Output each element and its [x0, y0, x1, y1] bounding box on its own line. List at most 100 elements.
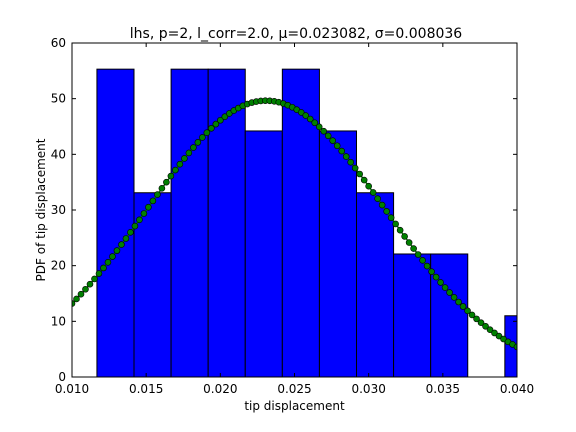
pdf-curve-point	[401, 233, 408, 240]
pdf-curve-point	[91, 275, 98, 283]
pdf-curve-point	[221, 113, 229, 120]
histogram-bar	[133, 192, 172, 377]
pdf-curve-point	[423, 262, 431, 270]
x-tick-label: 0.015	[129, 382, 163, 396]
histogram-bar	[430, 253, 469, 377]
pdf-curve-point	[347, 158, 354, 166]
pdf-curve-point	[513, 343, 517, 351]
pdf-curve-point	[396, 226, 404, 234]
pdf-curve-point	[378, 201, 386, 209]
pdf-curve-point	[482, 322, 489, 330]
pdf-curve-point	[410, 245, 417, 252]
pdf-curve-point	[167, 172, 175, 180]
histogram-bar	[96, 68, 135, 377]
pdf-curve-point	[338, 147, 346, 155]
pdf-curve-point	[387, 214, 395, 221]
chart-title: lhs, p=2, l_corr=2.0, μ=0.023082, σ=0.00…	[130, 26, 463, 42]
pdf-curve-point	[199, 134, 206, 141]
pdf-curve-point	[185, 149, 193, 157]
pdf-curve-layer	[72, 97, 517, 351]
pdf-curve-point	[149, 197, 157, 205]
pdf-curve-point	[405, 239, 413, 246]
x-axis: 0.010 0.015 0.020 0.025 0.030 0.035 0.040	[55, 43, 534, 396]
pdf-curve-point	[464, 307, 471, 315]
pdf-curve-point	[356, 170, 363, 178]
pdf-curve-point	[491, 329, 498, 337]
pdf-curve-point	[154, 191, 161, 198]
y-tick-label: 60	[51, 36, 66, 50]
x-tick-label: 0.010	[55, 382, 89, 396]
x-tick-label: 0.040	[500, 382, 534, 396]
pdf-curve-point	[109, 253, 116, 260]
pdf-curve-point	[302, 112, 310, 119]
y-axis-label: PDF of tip displacement	[34, 138, 48, 281]
histogram-bar	[244, 130, 283, 377]
pdf-curve-point	[163, 178, 170, 186]
pdf-curve-point	[324, 132, 332, 140]
pdf-curve-point	[432, 273, 440, 281]
x-axis-label: tip displacement	[244, 399, 345, 413]
pdf-curve-point	[77, 290, 85, 298]
pdf-curve-point	[495, 332, 503, 340]
pdf-curve-point	[306, 115, 314, 123]
pdf-curve-point	[113, 247, 121, 254]
pdf-curve-point	[369, 189, 377, 196]
pdf-curve-point	[428, 268, 435, 275]
pdf-curve-point	[315, 123, 323, 131]
pdf-curve-point	[194, 139, 202, 146]
pdf-curve-point	[172, 166, 179, 174]
pdf-curve-point	[95, 270, 103, 277]
pdf-curve-point	[118, 241, 125, 248]
x-tick-label: 0.030	[351, 382, 385, 396]
pdf-curve-point	[441, 284, 449, 291]
y-tick-label: 0	[58, 370, 66, 384]
histogram-bar	[170, 68, 209, 377]
pdf-curve-point	[414, 251, 422, 258]
y-tick-label: 30	[51, 203, 66, 217]
pdf-curve-point	[360, 176, 368, 184]
y-axis: 0 10 20 30 40 50 60	[51, 36, 517, 384]
pdf-curve-point	[176, 160, 184, 168]
pdf-curve-point	[181, 155, 188, 162]
pdf-curve-point	[212, 120, 220, 128]
pdf-curve-point	[446, 289, 453, 296]
pdf-curve-point	[140, 210, 148, 217]
pdf-curve-point	[73, 295, 80, 303]
histogram-bar	[318, 130, 358, 377]
pdf-curve-point	[320, 127, 328, 135]
pdf-curve-point	[455, 298, 462, 306]
pdf-curve-point	[468, 311, 476, 319]
x-tick-label: 0.035	[426, 382, 460, 396]
pdf-curve-point	[131, 222, 139, 230]
pdf-curve-point	[333, 142, 341, 150]
y-tick-label: 40	[51, 147, 66, 161]
pdf-curve-point	[82, 285, 89, 293]
pdf-curve-point	[203, 129, 211, 137]
pdf-curve-point	[104, 259, 112, 266]
y-tick-label: 20	[51, 259, 66, 273]
pdf-curve-point	[72, 300, 76, 307]
y-tick-label: 50	[51, 92, 66, 106]
x-tick-label: 0.025	[277, 382, 311, 396]
pdf-curve-point	[383, 208, 390, 215]
pdf-curve-point	[459, 303, 467, 310]
pdf-curve-point	[190, 144, 197, 151]
pdf-curve-point	[477, 319, 485, 326]
pdf-curve-point	[473, 315, 480, 323]
y-tick-label: 10	[51, 314, 66, 328]
pdf-curve-point	[342, 153, 350, 160]
pdf-curve-point	[365, 182, 372, 190]
pdf-curve-point	[145, 203, 152, 211]
pdf-curve-point	[486, 326, 494, 334]
pdf-curve-point	[419, 257, 426, 264]
bars-layer	[96, 68, 517, 377]
pdf-curve-point	[217, 116, 224, 124]
pdf-curve-point	[136, 216, 143, 224]
pdf-curve-point	[311, 119, 319, 127]
pdf-curve-point	[208, 124, 215, 132]
pdf-curve-point	[450, 294, 458, 301]
pdf-curve-point	[100, 264, 107, 272]
pdf-curve-point	[297, 109, 305, 116]
pdf-curve-point	[127, 229, 134, 236]
